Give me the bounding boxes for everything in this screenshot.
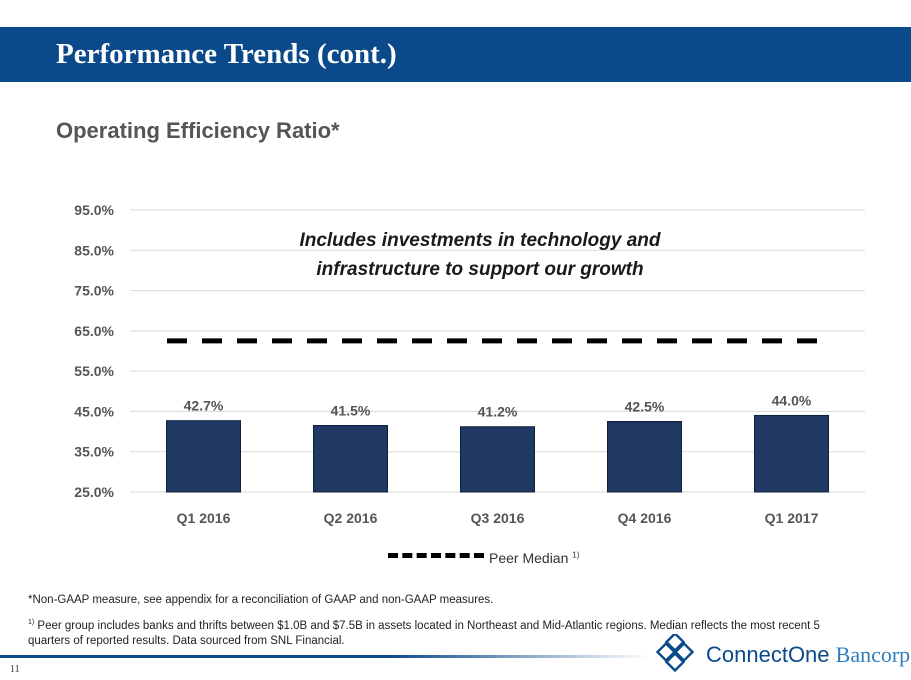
x-tick-label: Q2 2016 (324, 510, 378, 526)
annotation-line-2: infrastructure to support our growth (316, 259, 644, 280)
y-tick-label: 45.0% (74, 403, 114, 419)
page-number: 11 (10, 664, 20, 675)
x-tick-label: Q1 2016 (177, 510, 231, 526)
bar (313, 425, 388, 493)
logo-word-bancorp: Bancorp (835, 642, 911, 667)
y-tick-label: 25.0% (74, 484, 114, 500)
logo-text: ConnectOne Bancorp (706, 642, 910, 668)
x-tick-label: Q4 2016 (618, 510, 672, 526)
page-title: Performance Trends (cont.) (56, 38, 397, 70)
chart-subtitle: Operating Efficiency Ratio* (56, 118, 340, 143)
logo-word-connectone: ConnectOne (706, 642, 830, 667)
y-tick-label: 65.0% (74, 323, 114, 339)
chart-annotation: Includes investments in technology and i… (220, 226, 740, 284)
y-tick-label: 95.0% (74, 202, 114, 218)
efficiency-ratio-chart: 25.0% 35.0% 45.0% 55.0% 65.0% 75.0% 85.0% 95.0%… (74, 202, 865, 526)
bottom-rule (0, 655, 650, 658)
title-bar: Performance Trends (cont.) (0, 27, 911, 82)
bar-value-label: 44.0% (772, 392, 812, 408)
legend-label-text: Peer Median (489, 550, 569, 566)
legend-label: Peer Median 1) (489, 550, 579, 566)
y-tick-label: 55.0% (74, 363, 114, 379)
footnote-non-gaap: *Non-GAAP measure, see appendix for a re… (28, 594, 494, 606)
x-tick-label: Q3 2016 (471, 510, 525, 526)
bar-value-label: 41.5% (331, 403, 371, 419)
y-tick-label: 75.0% (74, 283, 114, 299)
bar-value-label: 42.5% (625, 399, 665, 415)
footnote-peer-group-text: Peer group includes banks and thrifts be… (28, 619, 820, 647)
annotation-line-1: Includes investments in technology and (299, 230, 661, 251)
company-logo: ConnectOne Bancorp (655, 634, 911, 674)
footnote-peer-group: 1) Peer group includes banks and thrifts… (28, 615, 858, 649)
legend-footnote-marker: 1) (572, 550, 580, 560)
bar (754, 414, 829, 493)
legend-dashed-line-swatch (388, 553, 484, 558)
bar (166, 420, 241, 493)
y-tick-label: 85.0% (74, 242, 114, 258)
bar (607, 421, 682, 493)
footnote-marker: 1) (28, 619, 35, 626)
x-tick-label: Q1 2017 (765, 510, 819, 526)
y-tick-label: 35.0% (74, 444, 114, 460)
logo-diamond-icon (655, 634, 695, 672)
bar-value-label: 42.7% (184, 398, 224, 414)
bar (460, 426, 535, 493)
bar-value-label: 41.2% (478, 404, 518, 420)
